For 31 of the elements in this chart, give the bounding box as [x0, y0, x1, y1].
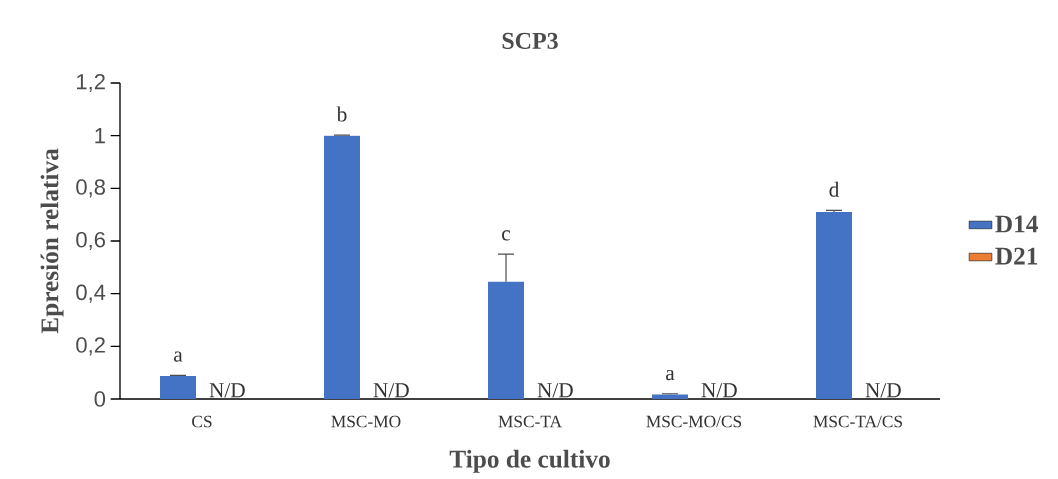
x-tick-label: CS: [192, 415, 212, 428]
y-tick-label: 0: [94, 391, 106, 407]
bar: [160, 376, 196, 399]
x-tick-label: MSC-MO: [331, 415, 401, 428]
bar: [324, 135, 360, 399]
bar: [488, 281, 524, 399]
text: N/D: [209, 383, 245, 398]
text: N/D: [373, 383, 409, 398]
y-tick-label: 0,4: [76, 284, 106, 303]
data-label: a: [666, 369, 675, 381]
y-tick-label: 0,6: [76, 231, 105, 251]
text: N/D: [537, 383, 573, 398]
data-label: b: [336, 106, 347, 122]
y-tick-label: 1,2: [77, 73, 105, 93]
x-axis-title: Tipo de cultivo: [449, 449, 610, 473]
data-label: c: [502, 230, 511, 241]
x-tick-label: MSC-MO/CS: [646, 415, 742, 428]
data-label: a: [174, 351, 183, 362]
text: N/D: [701, 383, 737, 398]
x-tick-label: MSC-TA/CS: [813, 415, 902, 428]
y-tick-label: 0,8: [76, 179, 105, 198]
legend-label: D14: [995, 215, 1038, 233]
y-tick-label: 1: [95, 128, 105, 144]
text: N/D: [865, 383, 901, 398]
y-tick-label: 0,2: [76, 337, 105, 356]
x-tick-label: MSC-TA: [498, 415, 562, 428]
bar: [816, 212, 852, 399]
legend-label: D21: [995, 247, 1038, 265]
y-axis-title: Epresión relativa: [40, 148, 64, 334]
data-label: d: [829, 181, 840, 197]
chart-title: SCP3: [502, 32, 558, 49]
